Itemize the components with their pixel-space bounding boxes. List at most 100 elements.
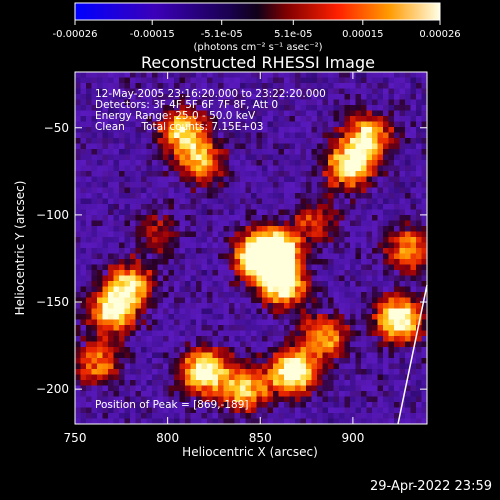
heatmap-cell (229, 374, 235, 381)
heatmap-cell (295, 292, 301, 298)
heatmap-cell (377, 352, 384, 359)
heatmap-cell (366, 237, 373, 243)
heatmap-cell (86, 303, 92, 309)
heatmap-cell (86, 418, 92, 424)
heatmap-cell (218, 165, 224, 172)
heatmap-cell (190, 72, 197, 78)
heatmap-cell (306, 325, 312, 331)
heatmap-cell (201, 149, 208, 155)
heatmap-cell (190, 347, 197, 353)
heatmap-cell (339, 325, 345, 331)
heatmap-cell (383, 209, 389, 216)
heatmap-cell (317, 253, 323, 260)
heatmap-cell (372, 226, 378, 232)
heatmap-cell (399, 330, 406, 337)
annotation-energy: Energy Range: 25.0 - 50.0 keV (95, 110, 256, 122)
heatmap-cell (416, 160, 422, 166)
heatmap-cell (163, 380, 169, 386)
heatmap-cell (141, 347, 147, 353)
heatmap-cell (108, 220, 114, 227)
heatmap-cell (295, 303, 301, 309)
heatmap-cell (377, 198, 384, 205)
heatmap-cell (377, 209, 384, 216)
heatmap-cell (185, 105, 191, 111)
heatmap-cell (328, 149, 334, 155)
heatmap-cell (240, 347, 246, 353)
heatmap-cell (102, 182, 109, 188)
heatmap-cell (174, 88, 180, 95)
heatmap-cell (124, 121, 131, 128)
heatmap-cell (251, 402, 257, 408)
heatmap-cell (97, 308, 103, 315)
heatmap-cell (317, 347, 323, 353)
heatmap-cell (75, 138, 81, 144)
heatmap-cell (119, 363, 125, 370)
heatmap-cell (234, 396, 241, 403)
heatmap-cell (344, 215, 351, 221)
heatmap-cell (278, 314, 285, 320)
heatmap-cell (201, 99, 208, 106)
heatmap-cell (234, 121, 241, 128)
heatmap-cell (218, 154, 224, 161)
heatmap-cell (273, 198, 279, 205)
heatmap-cell (311, 358, 318, 364)
heatmap-cell (273, 341, 279, 348)
heatmap-cell (245, 215, 252, 221)
heatmap-cell (212, 187, 219, 194)
heatmap-cell (212, 319, 219, 326)
heatmap-cell (267, 303, 274, 309)
heatmap-cell (388, 402, 395, 408)
heatmap-cell (399, 303, 406, 309)
heatmap-cell (124, 193, 131, 199)
heatmap-cell (168, 198, 175, 205)
heatmap-cell (256, 204, 263, 210)
heatmap-cell (108, 121, 114, 128)
heatmap-cell (108, 182, 114, 188)
heatmap-cell (119, 138, 125, 144)
heatmap-cell (273, 237, 279, 243)
heatmap-cell (168, 116, 175, 122)
heatmap-cell (152, 303, 158, 309)
heatmap-cell (344, 176, 351, 183)
heatmap-cell (410, 209, 417, 216)
heatmap-cell (317, 165, 323, 172)
heatmap-cell (179, 110, 186, 117)
heatmap-cell (223, 99, 230, 106)
heatmap-cell (405, 83, 411, 89)
heatmap-cell (113, 286, 120, 293)
heatmap-cell (97, 138, 103, 144)
heatmap-cell (234, 154, 241, 161)
heatmap-cell (190, 149, 197, 155)
heatmap-cell (311, 154, 318, 161)
heatmap-cell (328, 347, 334, 353)
heatmap-cell (289, 253, 296, 260)
heatmap-cell (339, 369, 345, 375)
heatmap-cell (262, 143, 268, 150)
heatmap-cell (383, 396, 389, 403)
heatmap-cell (300, 110, 307, 117)
heatmap-cell (223, 369, 230, 375)
heatmap-cell (229, 325, 235, 331)
heatmap-cell (300, 182, 307, 188)
heatmap-cell (190, 402, 197, 408)
heatmap-cell (146, 215, 153, 221)
heatmap-cell (168, 171, 175, 177)
heatmap-cell (399, 374, 406, 381)
heatmap-cell (190, 248, 197, 254)
heatmap-cell (240, 88, 246, 95)
heatmap-cell (185, 303, 191, 309)
heatmap-cell (97, 143, 103, 150)
heatmap-cell (410, 226, 417, 232)
heatmap-cell (124, 303, 131, 309)
heatmap-cell (75, 303, 81, 309)
heatmap-cell (240, 138, 246, 144)
heatmap-cell (377, 259, 384, 265)
heatmap-cell (256, 336, 263, 342)
heatmap-cell (212, 127, 219, 133)
heatmap-cell (179, 127, 186, 133)
heatmap-cell (91, 347, 98, 353)
heatmap-cell (146, 341, 153, 348)
heatmap-cell (344, 237, 351, 243)
heatmap-cell (229, 363, 235, 370)
heatmap-cell (102, 116, 109, 122)
